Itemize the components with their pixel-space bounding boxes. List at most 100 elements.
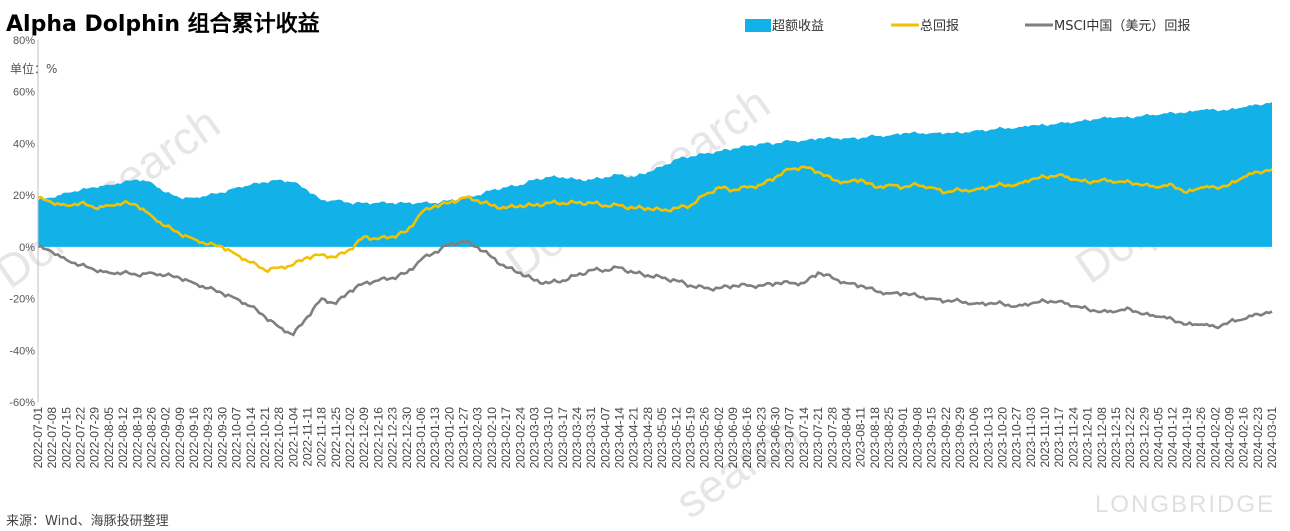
x-tick-label: 2023-02-24	[513, 407, 527, 469]
x-tick-label: 2023-11-03	[1024, 407, 1038, 468]
x-tick-label: 2023-05-05	[655, 407, 669, 469]
y-tick-label: 80%	[13, 35, 35, 47]
series-total-return-line	[37, 165, 1273, 274]
x-tick-label: 2023-01-06	[414, 407, 428, 469]
x-tick-label: 2022-11-11	[300, 407, 314, 467]
x-tick-label: 2023-01-27	[457, 407, 471, 469]
x-tick-label: 2023-09-01	[896, 407, 910, 469]
x-tick-label: 2023-07-28	[825, 407, 839, 469]
y-tick-label: 60%	[13, 87, 35, 99]
x-tick-label: 2024-01-12	[1166, 407, 1180, 469]
x-tick-label: 2022-11-18	[315, 407, 329, 468]
x-tick-label: 2023-06-09	[726, 407, 740, 469]
x-tick-label: 2022-11-25	[329, 407, 343, 468]
x-tick-label: 2023-08-11	[854, 407, 868, 468]
x-tick-label: 2023-07-07	[783, 407, 797, 469]
x-tick-label: 2022-10-21	[258, 407, 272, 469]
x-tick-label: 2023-11-17	[1052, 407, 1066, 468]
x-tick-label: 2022-10-28	[272, 407, 286, 469]
y-tick-label: -20%	[9, 294, 35, 306]
x-tick-label: 2023-09-08	[910, 407, 924, 469]
x-tick-label: 2022-11-04	[286, 407, 300, 468]
x-tick-label: 2024-02-09	[1222, 407, 1236, 469]
x-tick-label: 2023-04-28	[641, 407, 655, 469]
x-tick-label: 2023-03-10	[542, 407, 556, 469]
x-tick-label: 2022-10-07	[230, 407, 244, 469]
x-tick-label: 2024-01-26	[1194, 407, 1208, 469]
x-tick-label: 2022-12-02	[343, 407, 357, 469]
x-tick-label: 2024-02-02	[1208, 407, 1222, 469]
x-axis-ticks: 2022-07-01 2022-07-08 2022-07-15 2022-07-22…	[31, 407, 1279, 469]
x-tick-label: 2022-10-14	[244, 407, 258, 469]
x-tick-label: 2023-05-12	[669, 407, 683, 469]
y-tick-label: 0%	[19, 242, 35, 254]
x-tick-label: 2024-02-23	[1251, 407, 1265, 469]
x-tick-label: 2023-12-08	[1095, 407, 1109, 469]
legend: 超额收益 总回报 MSCI中国（美元）回报	[745, 19, 1190, 34]
x-tick-label: 2022-08-19	[130, 407, 144, 469]
x-tick-label: 2023-03-24	[570, 407, 584, 469]
x-tick-label: 2023-01-20	[442, 407, 456, 469]
x-tick-label: 2024-02-16	[1237, 407, 1251, 469]
x-tick-label: 2023-05-19	[683, 407, 697, 469]
y-tick-label: -40%	[9, 345, 35, 357]
plot-area	[37, 102, 1273, 337]
x-tick-label: 2023-10-20	[996, 407, 1010, 469]
series-excess-return-area	[38, 102, 1272, 247]
x-tick-label: 2023-03-31	[584, 407, 598, 469]
x-tick-label: 2023-09-15	[925, 407, 939, 469]
x-tick-label: 2023-01-13	[428, 407, 442, 469]
x-tick-label: 2023-04-07	[598, 407, 612, 469]
x-tick-label: 2023-02-17	[499, 407, 513, 469]
x-tick-label: 2023-06-02	[712, 407, 726, 469]
x-tick-label: 2022-07-29	[88, 407, 102, 469]
x-tick-label: 2023-12-22	[1123, 407, 1137, 469]
x-tick-label: 2023-10-27	[1010, 407, 1024, 469]
x-tick-label: 2023-09-22	[939, 407, 953, 469]
x-tick-label: 2024-01-05	[1152, 407, 1166, 469]
y-tick-label: 20%	[13, 190, 35, 202]
x-tick-label: 2022-09-09	[173, 407, 187, 469]
x-tick-label: 2023-03-17	[556, 407, 570, 469]
x-tick-label: 2023-12-01	[1081, 407, 1095, 469]
x-tick-label: 2023-06-16	[740, 407, 754, 469]
x-tick-label: 2023-10-06	[967, 407, 981, 469]
x-tick-label: 2023-12-15	[1109, 407, 1123, 469]
x-tick-label: 2022-08-05	[102, 407, 116, 469]
x-tick-label: 2023-08-25	[882, 407, 896, 469]
x-tick-label: 2022-09-23	[201, 407, 215, 469]
legend-label-msci: MSCI中国（美元）回报	[1054, 19, 1190, 34]
unit-label: 单位：%	[10, 61, 57, 76]
x-tick-label: 2022-08-12	[116, 407, 130, 469]
x-tick-label: 2023-07-21	[811, 407, 825, 469]
x-tick-label: 2023-11-10	[1038, 407, 1052, 468]
x-tick-label: 2022-07-08	[45, 407, 59, 469]
y-tick-label: 40%	[13, 138, 35, 150]
x-tick-label: 2023-07-14	[797, 407, 811, 469]
x-tick-label: 2022-07-01	[31, 407, 45, 469]
series-msci-china-line	[37, 240, 1273, 337]
x-tick-label: 2023-04-21	[627, 407, 641, 469]
legend-label-excess: 超额收益	[772, 19, 824, 34]
legend-label-total: 总回报	[920, 19, 959, 34]
x-tick-label: 2023-03-03	[527, 407, 541, 469]
chart-title: Alpha Dolphin 组合累计收益	[6, 11, 320, 37]
x-tick-label: 2023-02-10	[485, 407, 499, 469]
x-tick-label: 2023-05-26	[698, 407, 712, 469]
x-tick-label: 2022-09-16	[187, 407, 201, 469]
x-tick-label: 2023-04-14	[613, 407, 627, 469]
x-tick-label: 2022-08-26	[144, 407, 158, 469]
x-tick-label: 2023-06-23	[754, 407, 768, 469]
x-tick-label: 2023-10-13	[981, 407, 995, 469]
x-tick-label: 2022-12-09	[357, 407, 371, 469]
x-tick-label: 2023-11-24	[1066, 407, 1080, 468]
x-tick-label: 2022-07-22	[74, 407, 88, 469]
x-tick-label: 2022-12-30	[400, 407, 414, 469]
x-tick-label: 2023-06-30	[769, 407, 783, 469]
x-tick-label: 2022-07-15	[59, 407, 73, 469]
x-tick-label: 2024-01-19	[1180, 407, 1194, 469]
x-tick-label: 2023-08-18	[868, 407, 882, 469]
y-tick-label: -60%	[9, 397, 35, 409]
x-tick-label: 2022-12-16	[371, 407, 385, 469]
